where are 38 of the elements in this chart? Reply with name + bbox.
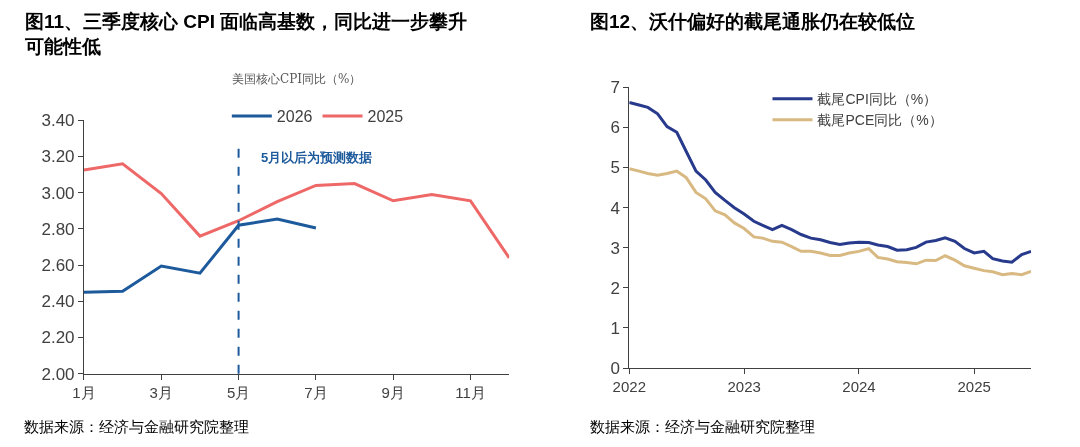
y-tick-label: 1 [610, 318, 620, 338]
y-tick-label: 3 [610, 238, 620, 258]
x-tick-label: 2022 [612, 378, 646, 396]
x-tick-label: 11月 [455, 383, 486, 401]
source-note: 数据来源：经济与金融研究院整理 [590, 418, 815, 435]
line-series [83, 162, 510, 260]
chart-title: 图12、沃什偏好的截尾通胀仍在较低位 [590, 11, 916, 32]
y-tick-label: 2.20 [41, 328, 75, 348]
ref-line-label: 5月以后为预测数据 [261, 150, 373, 165]
y-tick-label: 2 [610, 278, 620, 298]
y-tick-label: 0 [610, 359, 620, 379]
legend-label: 截尾CPI同比（%） [817, 91, 938, 108]
y-tick-label: 3.40 [41, 111, 75, 131]
x-tick-label: 7月 [304, 383, 328, 401]
x-tick-label: 5月 [226, 383, 251, 401]
legend-label: 截尾PCE同比（%） [817, 112, 943, 129]
chart-subtitle: 美国核心CPI同比（%） [232, 72, 362, 86]
line-series [629, 167, 1032, 277]
y-tick-label: 2.60 [41, 256, 75, 276]
y-tick-label: 3.00 [41, 183, 75, 203]
legend-label: 2026 [276, 108, 313, 126]
y-tick-label: 6 [610, 118, 620, 138]
y-tick-label: 2.00 [41, 364, 75, 384]
y-tick-label: 3.20 [41, 147, 75, 167]
y-tick-label: 4 [610, 198, 620, 218]
y-tick-label: 7 [610, 78, 620, 98]
y-tick-label: 5 [610, 158, 620, 178]
x-tick-label: 1月 [72, 383, 96, 401]
y-tick-label: 2.40 [41, 292, 75, 312]
y-tick-label: 2.80 [41, 219, 75, 239]
x-tick-label: 2023 [727, 378, 761, 396]
source-note: 数据来源：经济与金融研究院整理 [24, 418, 249, 435]
x-tick-label: 2025 [957, 378, 991, 396]
x-tick-label: 3月 [149, 383, 173, 401]
x-tick-label: 9月 [381, 383, 405, 401]
legend-label: 2025 [367, 108, 404, 126]
chart-title: 图11、三季度核心 CPI 面临高基数，同比进一步攀升可能性低 [24, 11, 468, 57]
x-tick-label: 2024 [842, 378, 876, 396]
